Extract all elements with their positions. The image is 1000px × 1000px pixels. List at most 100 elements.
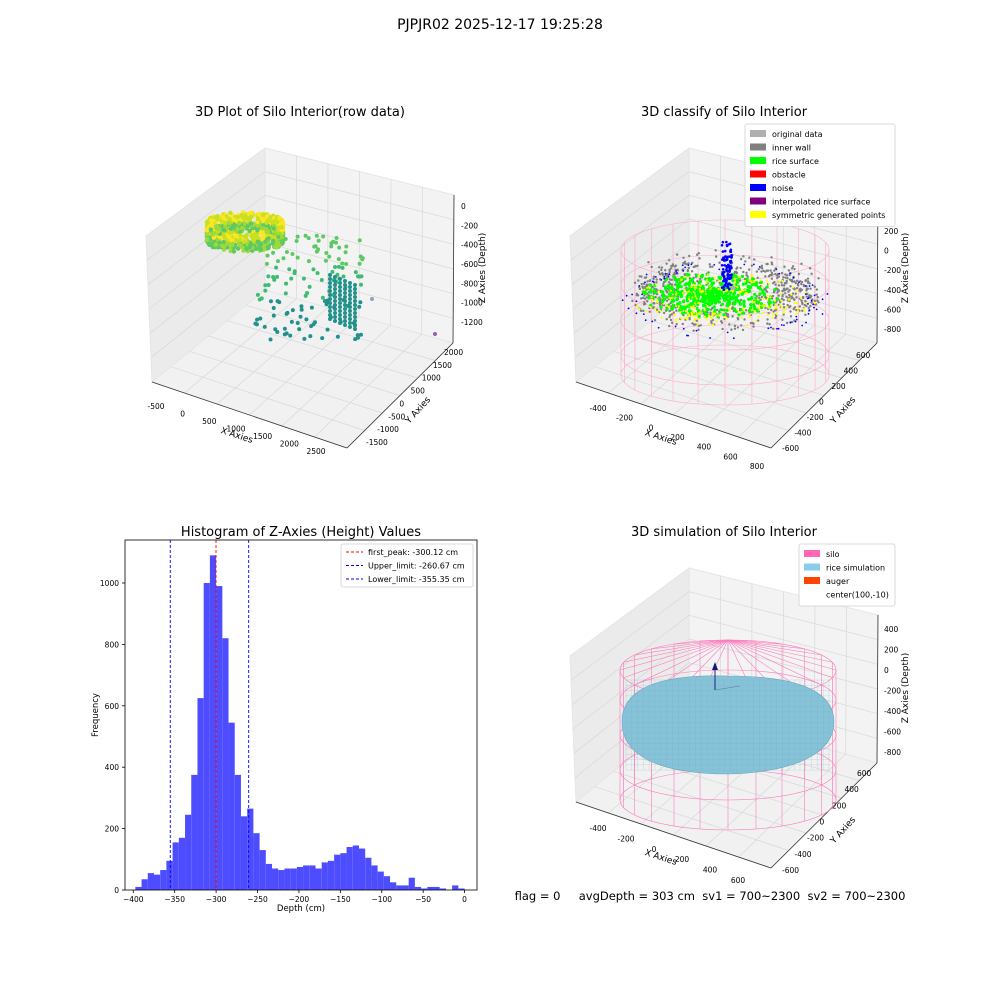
classify-point <box>767 313 770 316</box>
classify-point <box>701 286 706 290</box>
classify-point <box>788 293 791 297</box>
classify-point <box>693 286 696 289</box>
classify-point <box>649 290 653 294</box>
classify-point <box>696 264 699 267</box>
classify-point <box>812 306 815 309</box>
classify-point <box>643 302 647 306</box>
classify-point <box>662 311 666 315</box>
classify-point <box>673 313 677 317</box>
classify-point <box>805 301 808 305</box>
classify-point <box>664 272 667 275</box>
histogram-y-tick-label: 400 <box>105 763 120 772</box>
classify-point <box>817 301 820 304</box>
classify-point <box>757 305 760 309</box>
raw-point <box>356 335 361 340</box>
raw-point <box>343 315 347 319</box>
histogram-title: Histogram of Z-Axies (Height) Values <box>181 525 421 540</box>
raw-point <box>266 236 271 241</box>
histogram-bar <box>178 837 186 890</box>
classify-point <box>690 263 693 266</box>
classify-point <box>803 310 806 313</box>
classify-point <box>742 304 746 308</box>
classify-point <box>691 296 694 299</box>
classify-point <box>782 302 785 306</box>
classify-point <box>733 291 737 295</box>
classify-point <box>758 308 761 311</box>
classify-point <box>816 295 819 299</box>
raw-point <box>328 273 332 277</box>
raw-point <box>279 224 284 230</box>
classify-point <box>810 272 813 276</box>
classify-point <box>723 249 727 253</box>
classify-legend-swatch <box>750 170 766 178</box>
classify-point <box>777 294 780 297</box>
raw-point <box>204 236 210 242</box>
classify-point <box>740 316 743 319</box>
classify-point <box>674 325 677 328</box>
auger-line-2 <box>714 685 741 691</box>
classify-point <box>685 262 688 266</box>
classify-point <box>739 324 743 327</box>
classify-point <box>668 273 671 276</box>
raw-point <box>328 309 332 313</box>
raw-point <box>333 303 337 307</box>
classify-point <box>801 309 804 312</box>
classify-point <box>781 279 784 283</box>
raw-point <box>336 257 341 262</box>
raw-point <box>220 243 225 249</box>
classify-point <box>798 305 802 308</box>
raw-point <box>343 311 347 315</box>
classify-point <box>674 293 678 296</box>
simulation-z-tick-label: 400 <box>884 625 899 634</box>
classify-point <box>703 311 707 315</box>
classify-point <box>743 280 746 283</box>
classify-point <box>636 304 639 307</box>
figure-suptitle: PJPJR02 2025-12-17 19:25:28 <box>397 17 603 33</box>
raw-point <box>266 282 271 287</box>
classify-point <box>790 297 794 300</box>
raw-point <box>282 326 287 331</box>
classify-point <box>804 293 807 296</box>
classify-point <box>777 284 781 287</box>
classify-point <box>722 259 726 262</box>
raw-point <box>348 281 352 285</box>
histogram-bar <box>414 886 422 890</box>
classify-legend-label: interpolated rice surface <box>772 198 870 207</box>
classify-point <box>774 316 777 320</box>
classify-point <box>794 281 798 285</box>
raw-z-tick-label: -1200 <box>461 318 483 327</box>
classify-point <box>794 292 797 295</box>
classify-point <box>724 307 728 310</box>
classify-point <box>638 308 641 311</box>
classify-point <box>754 319 758 322</box>
classify-point <box>714 291 719 295</box>
classify-point <box>688 254 691 258</box>
raw-point <box>277 215 282 221</box>
raw-point <box>270 234 276 240</box>
raw-point <box>343 279 347 283</box>
classify-point <box>714 249 717 252</box>
classify-point <box>723 277 727 281</box>
classify-point <box>766 322 769 325</box>
classify-point <box>697 312 700 315</box>
classify-point <box>718 261 721 264</box>
raw-point <box>263 288 268 293</box>
raw-y-axis-label: Y Axies <box>403 395 433 427</box>
raw-point <box>280 220 285 225</box>
classify-legend-swatch <box>750 197 766 205</box>
histogram-bar <box>135 886 142 890</box>
simulation-y-tick-label: 600 <box>857 769 872 778</box>
classify-point <box>753 263 755 266</box>
raw-z-tick-label: -1000 <box>461 299 483 308</box>
raw-point <box>271 313 276 318</box>
classify-point <box>713 300 717 304</box>
classify-point <box>703 315 706 318</box>
classify-point <box>678 301 682 305</box>
histogram-legend-label: Upper_limit: -260.67 cm <box>368 562 465 571</box>
classify-point <box>777 327 780 330</box>
classify-point <box>679 285 683 289</box>
classify-point <box>682 270 685 272</box>
raw-z-tick-label: -400 <box>461 241 478 250</box>
histogram-bar <box>402 885 409 890</box>
classify-point <box>772 327 775 331</box>
